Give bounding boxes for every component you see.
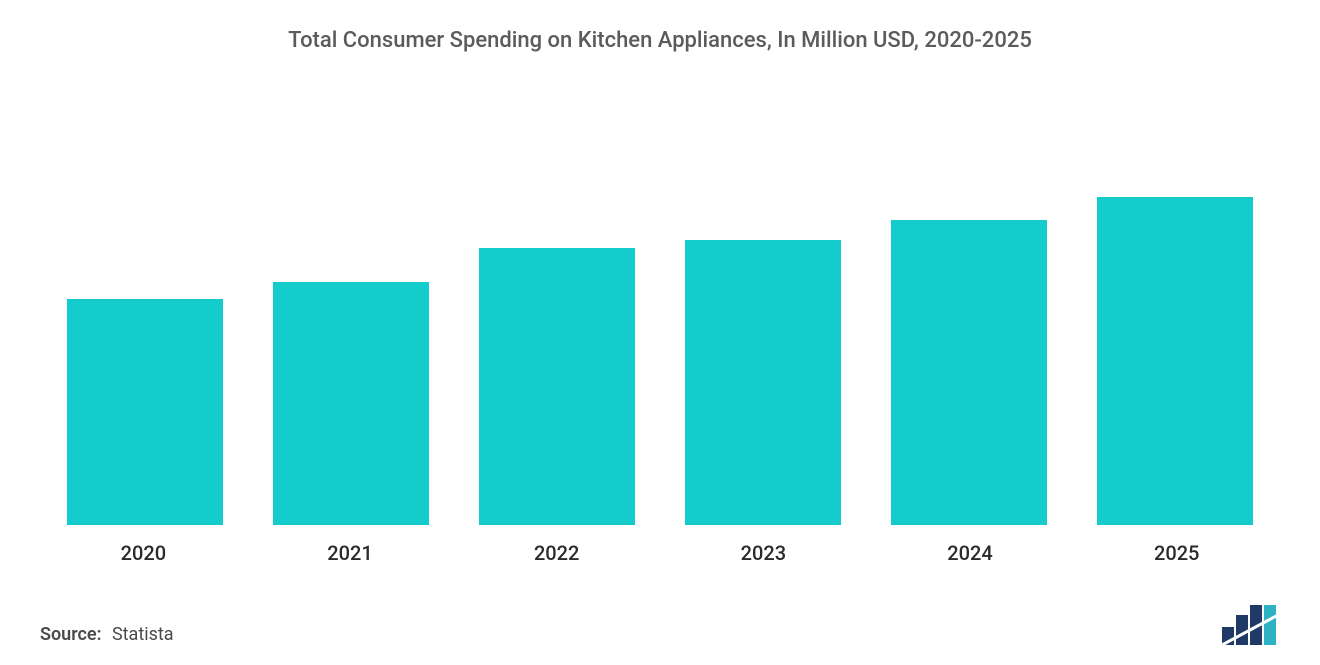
category-label: 2022	[453, 541, 660, 565]
bar	[67, 299, 224, 525]
source-label: Source:	[40, 624, 102, 645]
category-labels-row: 202020212022202320242025	[40, 541, 1280, 565]
bar-slot	[866, 73, 1072, 525]
chart-area: 202020212022202320242025	[40, 73, 1280, 565]
bar	[479, 248, 636, 525]
bar-slot	[248, 73, 454, 525]
chart-title: Total Consumer Spending on Kitchen Appli…	[40, 28, 1280, 53]
category-label: 2023	[660, 541, 867, 565]
category-label: 2020	[40, 541, 247, 565]
chart-footer: Source: Statista	[40, 605, 1280, 645]
chart-container: Total Consumer Spending on Kitchen Appli…	[0, 0, 1320, 665]
bar-slot	[454, 73, 660, 525]
bar-slot	[1072, 73, 1278, 525]
bars-row	[40, 73, 1280, 525]
bar	[273, 282, 430, 525]
bar	[891, 220, 1048, 525]
source-value: Statista	[112, 624, 174, 645]
source-line: Source: Statista	[40, 624, 174, 645]
bar-slot	[660, 73, 866, 525]
category-label: 2024	[867, 541, 1074, 565]
category-label: 2025	[1073, 541, 1280, 565]
bar	[685, 240, 842, 525]
category-label: 2021	[247, 541, 454, 565]
bar	[1097, 197, 1254, 525]
bar-slot	[42, 73, 248, 525]
brand-logo	[1222, 605, 1280, 645]
